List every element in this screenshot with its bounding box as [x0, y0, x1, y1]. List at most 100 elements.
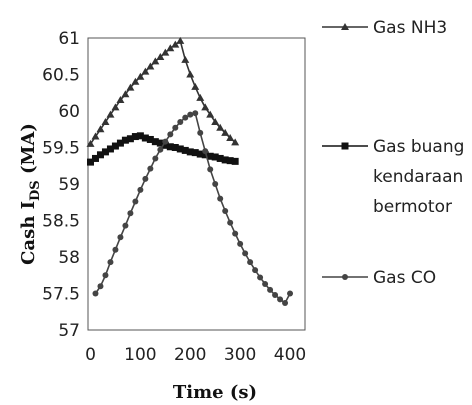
square-marker — [161, 141, 169, 149]
circle-marker — [237, 240, 244, 247]
square-marker — [126, 135, 134, 143]
square-marker — [191, 149, 199, 157]
square-marker — [101, 148, 109, 156]
triangle-marker — [181, 55, 190, 63]
circle-marker — [267, 286, 274, 293]
x-tick-label: 400 — [274, 345, 306, 365]
circle-marker — [172, 124, 179, 131]
circle-marker — [117, 234, 124, 241]
triangle-marker — [201, 103, 210, 111]
circle-marker — [152, 155, 159, 162]
triangle-marker — [131, 77, 140, 85]
circle-marker — [262, 281, 269, 288]
circle-marker — [132, 198, 139, 205]
circle-marker — [197, 129, 204, 136]
square-marker — [141, 134, 149, 142]
circle-marker — [112, 246, 119, 253]
circle-marker — [217, 195, 224, 202]
y-tick-label: 59.5 — [42, 139, 80, 159]
triangle-marker — [156, 52, 165, 60]
triangle-marker — [211, 117, 220, 125]
x-tick-label: 200 — [174, 345, 206, 365]
square-marker — [181, 146, 189, 154]
y-axis-label: Cash IDS (MA) — [18, 123, 43, 265]
square-marker — [116, 139, 124, 147]
triangle-marker — [191, 82, 200, 90]
x-axis-label: Time (s) — [173, 382, 257, 403]
circle-marker — [242, 250, 249, 257]
circle-marker — [142, 175, 149, 182]
circle-marker — [227, 219, 234, 226]
triangle-marker — [121, 90, 130, 98]
legend-label: Gas buang — [373, 137, 464, 157]
y-tick-label: 60 — [58, 102, 80, 122]
circle-marker — [207, 166, 214, 173]
square-marker — [171, 144, 179, 151]
circle-marker — [162, 138, 169, 145]
circle-marker — [232, 230, 239, 237]
triangle-marker — [161, 48, 170, 56]
circle-marker — [212, 181, 219, 187]
square-marker — [216, 154, 224, 162]
y-tick-label: 58 — [58, 248, 80, 268]
legend-label: bermotor — [373, 197, 452, 217]
circle-marker — [282, 299, 289, 306]
square-marker — [106, 145, 114, 153]
circle-marker — [247, 259, 254, 266]
square-marker — [146, 135, 154, 143]
triangle-marker — [141, 67, 150, 75]
square-marker — [151, 138, 159, 146]
circle-marker — [157, 146, 164, 153]
circle-marker — [122, 222, 129, 229]
circle-marker — [107, 259, 114, 266]
triangle-marker — [126, 83, 135, 91]
triangle-marker — [101, 117, 110, 125]
legend-label: Gas CO — [373, 268, 436, 288]
circle-marker — [202, 148, 209, 155]
circle-marker — [92, 290, 99, 297]
square-marker — [131, 133, 139, 141]
square-marker — [156, 139, 164, 147]
circle-marker — [277, 296, 284, 303]
triangle-marker — [116, 96, 125, 104]
circle-marker — [127, 210, 134, 217]
series-line — [89, 39, 236, 145]
circle-marker — [167, 131, 174, 138]
triangle-marker — [151, 57, 160, 65]
y-tick-label: 59 — [58, 175, 80, 195]
triangle-marker — [86, 139, 95, 147]
square-marker — [176, 145, 184, 153]
circle-marker — [177, 118, 184, 125]
triangle-marker — [111, 103, 120, 111]
y-tick-label: 61 — [58, 29, 80, 49]
circle-marker — [187, 111, 194, 118]
legend: Gas NH3 Gas buang kendaraan bermotor Gas CO — [322, 18, 464, 288]
square-marker — [341, 142, 349, 150]
square-marker — [221, 156, 229, 164]
legend-label: kendaraan — [373, 167, 463, 187]
square-marker — [121, 136, 129, 144]
square-marker — [96, 151, 104, 159]
circle-marker — [222, 208, 229, 215]
circle-marker — [192, 110, 199, 117]
square-marker — [136, 132, 144, 140]
plot-area: 57 57.5 58 58.5 59 59.5 60 60.5 61 0 100 200 300 400 — [42, 29, 306, 365]
triangle-marker — [91, 132, 100, 140]
circle-marker — [182, 114, 189, 121]
y-tick-label: 60.5 — [42, 66, 80, 86]
square-marker — [211, 153, 219, 161]
circle-marker — [287, 290, 294, 297]
square-marker — [186, 148, 194, 156]
x-tick-label: 300 — [224, 345, 256, 365]
triangle-marker — [231, 138, 240, 146]
triangle-marker — [106, 110, 115, 118]
square-marker — [231, 157, 239, 165]
x-tick-label: 100 — [124, 345, 156, 365]
square-marker — [111, 142, 119, 150]
y-axis-title: Cash IDS (MA) — [18, 123, 43, 265]
triangle-marker — [216, 123, 225, 131]
square-marker — [166, 143, 174, 151]
square-marker — [226, 157, 234, 165]
circle-marker — [97, 283, 104, 290]
